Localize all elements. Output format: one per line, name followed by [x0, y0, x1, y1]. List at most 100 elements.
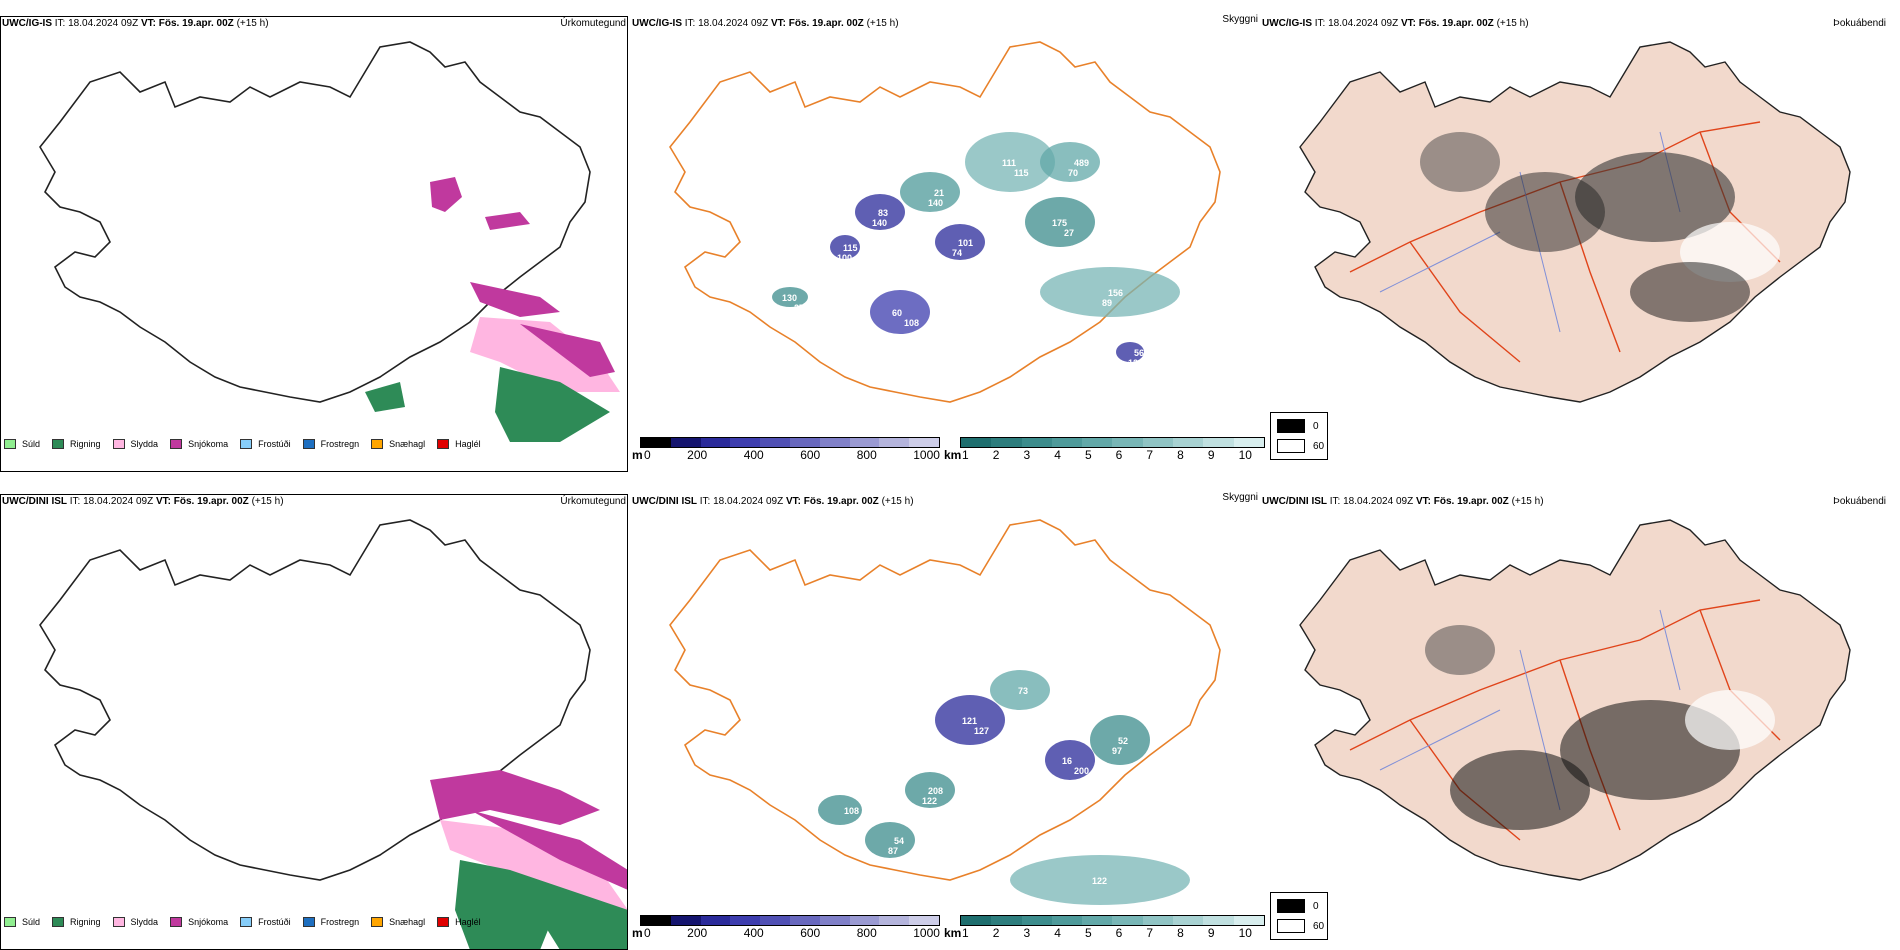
visibility-value-label: 127 [974, 726, 989, 736]
colorbar-segment [1203, 438, 1234, 447]
colorbar-segment [1112, 916, 1143, 925]
colorbar-segment [849, 916, 880, 925]
visibility-m-colorbar-bottom [640, 915, 940, 926]
fog-legend-item: 0 [1277, 899, 1319, 913]
visibility-value-label: 89 [1102, 298, 1112, 308]
visibility-value-label: 56 [1134, 348, 1144, 358]
visibility-area [818, 795, 862, 825]
header-bottom-visibility: UWC/DINI ISL IT: 18.04.2024 09Z VT: Fös.… [632, 496, 914, 507]
visibility-value-label: 73 [1018, 686, 1028, 696]
visibility-fog-areas: 130 83 21 111 101 489 175 156 56 60 115 273 140 140 11… [772, 132, 1180, 368]
visibility-value-label: 70 [1068, 168, 1078, 178]
precip-snow-areas-bottom [430, 770, 628, 950]
legend-item: Snæhagl [371, 439, 425, 449]
colorbar-segment [961, 438, 992, 447]
colorbar-segment [909, 916, 939, 925]
legend-item: Snjókoma [170, 439, 228, 449]
fog-map-bottom [1299, 519, 1851, 881]
colorbar-segment [819, 916, 850, 925]
precip-panel-bottom: UWC/DINI ISL IT: 18.04.2024 09Z VT: Fös.… [0, 490, 628, 950]
visibility-value-label: 101 [958, 238, 973, 248]
legend-item: Slydda [112, 917, 158, 927]
colorbar-segment [1021, 438, 1052, 447]
fog-dark-areas [1420, 132, 1780, 322]
legend-item: Súld [4, 917, 40, 927]
visibility-area [1025, 197, 1095, 247]
visibility-value-label: 208 [928, 786, 943, 796]
colorbar-segment [991, 438, 1022, 447]
visibility-value-label: 74 [952, 248, 962, 258]
visibility-panel-bottom: 121 208 54 16 52 108 122 73 127 122 87 200 97 UWC/DI… [630, 490, 1258, 950]
visibility-area [990, 670, 1050, 710]
colorbar-segment [1051, 438, 1083, 447]
colorbar-segment [909, 438, 939, 447]
legend-item: Frostúði [240, 439, 291, 449]
visibility-value-label: 87 [888, 846, 898, 856]
precip-legend-top: Súld Rigning Slydda Snjókoma Frostúði Fr… [4, 439, 493, 449]
colorbar-segment [1142, 916, 1174, 925]
visibility-area [900, 172, 960, 212]
fog-legend-bottom: 0 60 [1270, 892, 1328, 940]
visibility-km-colorbar-bottom [960, 915, 1265, 926]
visibility-value-label: 97 [1112, 746, 1122, 756]
visibility-m-colorbar-top [640, 437, 940, 448]
visibility-area [935, 695, 1005, 745]
panel-title-precip-bottom: Úrkomutegund [560, 496, 626, 507]
visibility-value-label: 156 [1108, 288, 1123, 298]
legend-item: Snæhagl [371, 917, 425, 927]
colorbar-segment [1021, 916, 1052, 925]
visibility-value-label: 115 [843, 243, 858, 253]
precip-map-top [39, 41, 620, 442]
visibility-km-colorbar-top [960, 437, 1265, 448]
visibility-value-label: 108 [844, 806, 859, 816]
header-bottom-precip: UWC/DINI ISL IT: 18.04.2024 09Z VT: Fös.… [2, 496, 284, 507]
legend-item: Slydda [112, 439, 158, 449]
colorbar-segment [641, 438, 671, 447]
visibility-value-label: 108 [904, 318, 919, 328]
colorbar-segment [1233, 438, 1264, 447]
header-top-visibility: UWC/IG-IS IT: 18.04.2024 09Z VT: Fös. 19… [632, 18, 899, 29]
visibility-value-label: 27 [1064, 228, 1074, 238]
fog-panel-bottom: UWC/DINI ISL IT: 18.04.2024 09Z VT: Fös.… [1260, 490, 1900, 950]
visibility-km-unit-bottom: km [944, 926, 962, 940]
colorbar-segment [819, 438, 850, 447]
visibility-area [1040, 142, 1100, 182]
visibility-km-unit-top: km [944, 448, 962, 462]
colorbar-segment [991, 916, 1022, 925]
header-top-fog: UWC/IG-IS IT: 18.04.2024 09Z VT: Fös. 19… [1262, 18, 1529, 29]
visibility-value-label: 121 [962, 716, 977, 726]
colorbar-segment [670, 916, 701, 925]
panel-title-visibility-top: Skyggni [1222, 14, 1258, 25]
visibility-km-ticks-bottom: 1 2 3 4 5 6 7 8 9 10 [962, 926, 1252, 940]
legend-item: Rigning [52, 439, 101, 449]
fog-legend-item: 0 [1277, 419, 1319, 433]
precip-map-bottom [39, 519, 628, 950]
fog-legend-item: 60 [1277, 439, 1324, 453]
visibility-area [1045, 740, 1095, 780]
colorbar-segment [961, 916, 992, 925]
colorbar-segment [760, 438, 790, 447]
visibility-value-label: 111 [1002, 158, 1016, 168]
panel-title-precip-top: Úrkomutegund [560, 18, 626, 29]
colorbar-segment [879, 438, 910, 447]
visibility-value-label: 60 [892, 308, 902, 318]
legend-item: Frostregn [302, 439, 359, 449]
panel-title-visibility-bottom: Skyggni [1222, 492, 1258, 503]
visibility-value-label: 115 [1014, 168, 1029, 178]
precip-snow-areas [365, 177, 620, 442]
visibility-fog-areas: 121 208 54 16 52 108 122 73 127 122 87 200 97 [818, 670, 1190, 905]
legend-item: Snjókoma [170, 917, 228, 927]
visibility-area [865, 822, 915, 858]
header-top-precip: UWC/IG-IS IT: 18.04.2024 09Z VT: Fös. 19… [2, 18, 269, 29]
visibility-map-bottom: 121 208 54 16 52 108 122 73 127 122 87 200 97 [669, 519, 1221, 905]
visibility-value-label: 273 [794, 303, 809, 313]
colorbar-segment [1082, 438, 1113, 447]
visibility-area [905, 772, 955, 808]
colorbar-segment [1173, 916, 1204, 925]
visibility-area [1040, 267, 1180, 317]
visibility-value-label: 122 [922, 796, 937, 806]
legend-item: Rigning [52, 917, 101, 927]
fog-dark-areas [1425, 625, 1775, 830]
colorbar-segment [700, 438, 731, 447]
panel-title-fog-bottom: Þokuábendi [1833, 496, 1886, 507]
